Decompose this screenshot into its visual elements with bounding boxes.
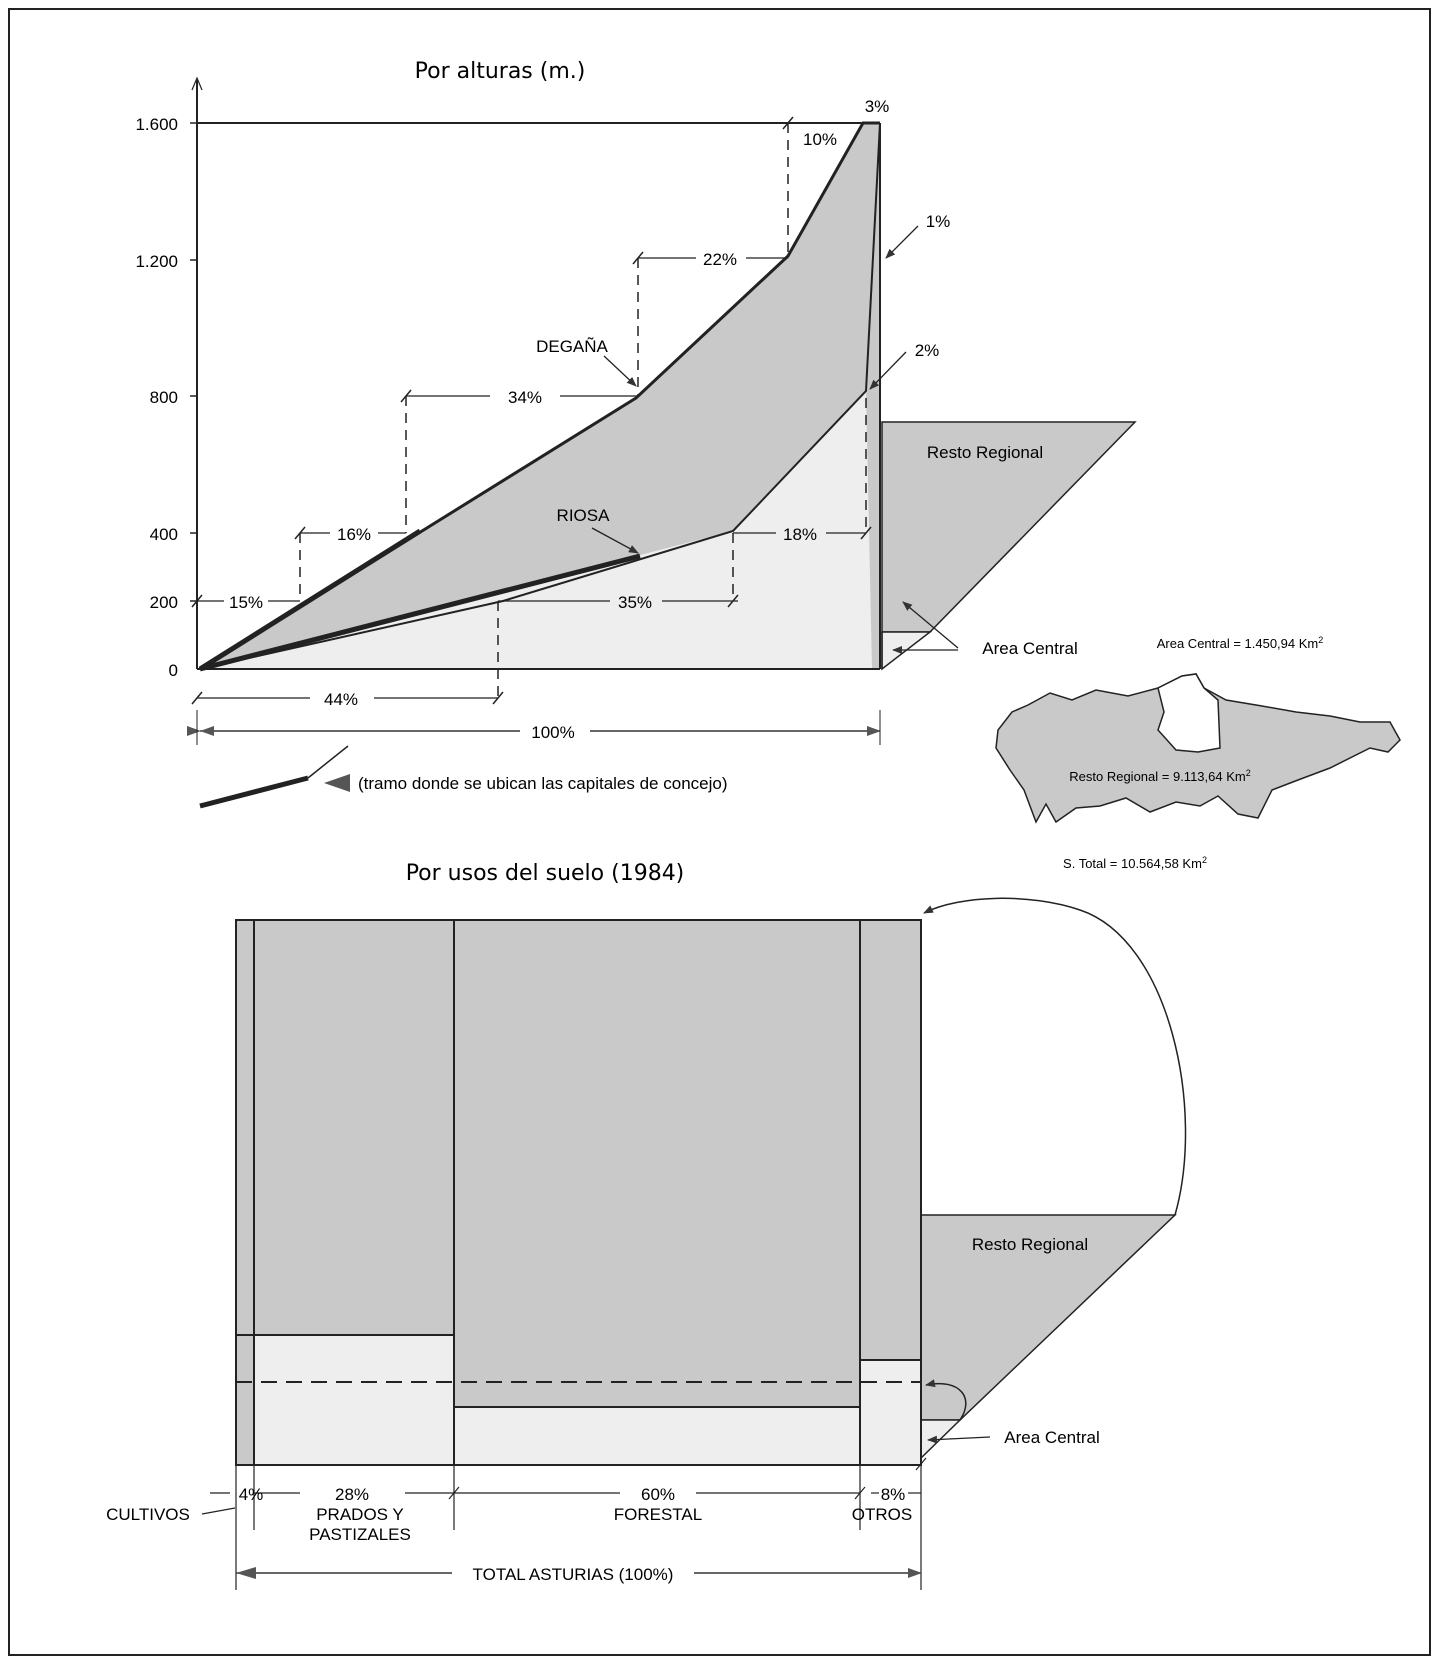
pointer-1pct xyxy=(885,225,919,259)
degana-pct-3: 3% xyxy=(865,97,890,116)
y-tick-200: 200 xyxy=(150,593,178,612)
area-central-pointer-1 xyxy=(902,601,959,649)
dimension-lines xyxy=(197,257,866,699)
degana-pct-10: 10% xyxy=(803,130,837,149)
riosa-pct-2: 2% xyxy=(915,341,940,360)
legend-thin-line xyxy=(307,745,349,779)
degana-leader xyxy=(603,355,637,387)
forestal-resto xyxy=(454,920,860,1407)
land-use-frame xyxy=(235,919,922,1466)
cultivos-pct: 4% xyxy=(239,1485,264,1504)
y-tick-400: 400 xyxy=(150,525,178,544)
otros-pct: 8% xyxy=(881,1485,906,1504)
legend-thick-line xyxy=(199,775,309,809)
prados-resto xyxy=(236,920,454,1335)
total-100-label: 100% xyxy=(531,723,574,742)
figure-frame xyxy=(8,8,1431,1656)
land-use-chart-title: Por usos del suelo (1984) xyxy=(406,861,685,886)
map-resto-text: Resto Regional = 9.113,64 Km2 xyxy=(1069,768,1250,784)
y-tick-marks xyxy=(190,122,197,602)
otros-label: OTROS xyxy=(852,1505,912,1524)
cultivos-label: CULTIVOS xyxy=(106,1505,190,1524)
map-total-text: S. Total = 10.564,58 Km2 xyxy=(1063,855,1207,871)
riosa-pct-44: 44% xyxy=(324,690,358,709)
altitude-chart-title: Por alturas (m.) xyxy=(415,59,586,84)
otros-resto xyxy=(860,920,921,1360)
bottom-area-central-label: Area Central xyxy=(1004,1428,1099,1447)
prados-label-2: PASTIZALES xyxy=(309,1525,411,1544)
degana-pct-16: 16% xyxy=(337,525,371,544)
riosa-capitals-segment xyxy=(199,553,641,672)
y-tick-800: 800 xyxy=(150,388,178,407)
degana-pct-34: 34% xyxy=(508,388,542,407)
prados-pct: 28% xyxy=(335,1485,369,1504)
map-area-central-text: Area Central = 1.450,94 Km2 xyxy=(1157,635,1324,651)
degana-pct-15: 15% xyxy=(229,593,263,612)
tick-slashes xyxy=(191,116,872,705)
forestal-central xyxy=(454,1407,860,1465)
forestal-pct: 60% xyxy=(641,1485,675,1504)
dashed-guides xyxy=(299,123,867,698)
legend-arrow xyxy=(324,774,350,792)
legend-text: (tramo donde se ubican las capitales de … xyxy=(358,774,728,793)
degana-pct-22: 22% xyxy=(703,250,737,269)
map-central-region xyxy=(1157,673,1221,753)
total-asturias-label: TOTAL ASTURIAS (100%) xyxy=(473,1565,674,1584)
curved-arrow-small xyxy=(925,1379,967,1421)
top-resto-regional-label: Resto Regional xyxy=(927,443,1043,462)
riosa-label: RIOSA xyxy=(557,506,611,525)
degana-label: DEGAÑA xyxy=(536,337,608,356)
column-dividers xyxy=(236,920,921,1465)
forestal-label: FORESTAL xyxy=(614,1505,702,1524)
degana-curve xyxy=(199,121,880,671)
degana-capitals-segment xyxy=(198,528,422,672)
top-area-central-label: Area Central xyxy=(982,639,1077,658)
curved-arrow-top xyxy=(923,897,1187,1216)
degana-area xyxy=(200,123,880,669)
riosa-curve xyxy=(199,122,881,670)
bottom-dimension-lines xyxy=(201,1457,927,1590)
y-tick-1600: 1.600 xyxy=(135,115,178,134)
cultivos-column xyxy=(236,920,254,1465)
bottom-resto-regional-label: Resto Regional xyxy=(972,1235,1088,1254)
riosa-pct-18: 18% xyxy=(783,525,817,544)
pointer-2pct xyxy=(869,351,907,390)
prados-label-1: PRADOS Y xyxy=(316,1505,404,1524)
prados-central xyxy=(236,1335,454,1465)
riosa-leader xyxy=(591,527,639,554)
bottom-area-central-pointer xyxy=(927,1435,991,1444)
otros-central xyxy=(860,1360,921,1465)
riosa-pct-1: 1% xyxy=(926,212,951,231)
y-tick-1200: 1.200 xyxy=(135,252,178,271)
y-tick-0: 0 xyxy=(169,661,178,680)
riosa-pct-35: 35% xyxy=(618,593,652,612)
